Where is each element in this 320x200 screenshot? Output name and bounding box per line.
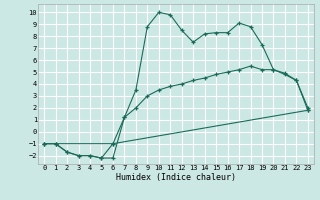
X-axis label: Humidex (Indice chaleur): Humidex (Indice chaleur)	[116, 173, 236, 182]
